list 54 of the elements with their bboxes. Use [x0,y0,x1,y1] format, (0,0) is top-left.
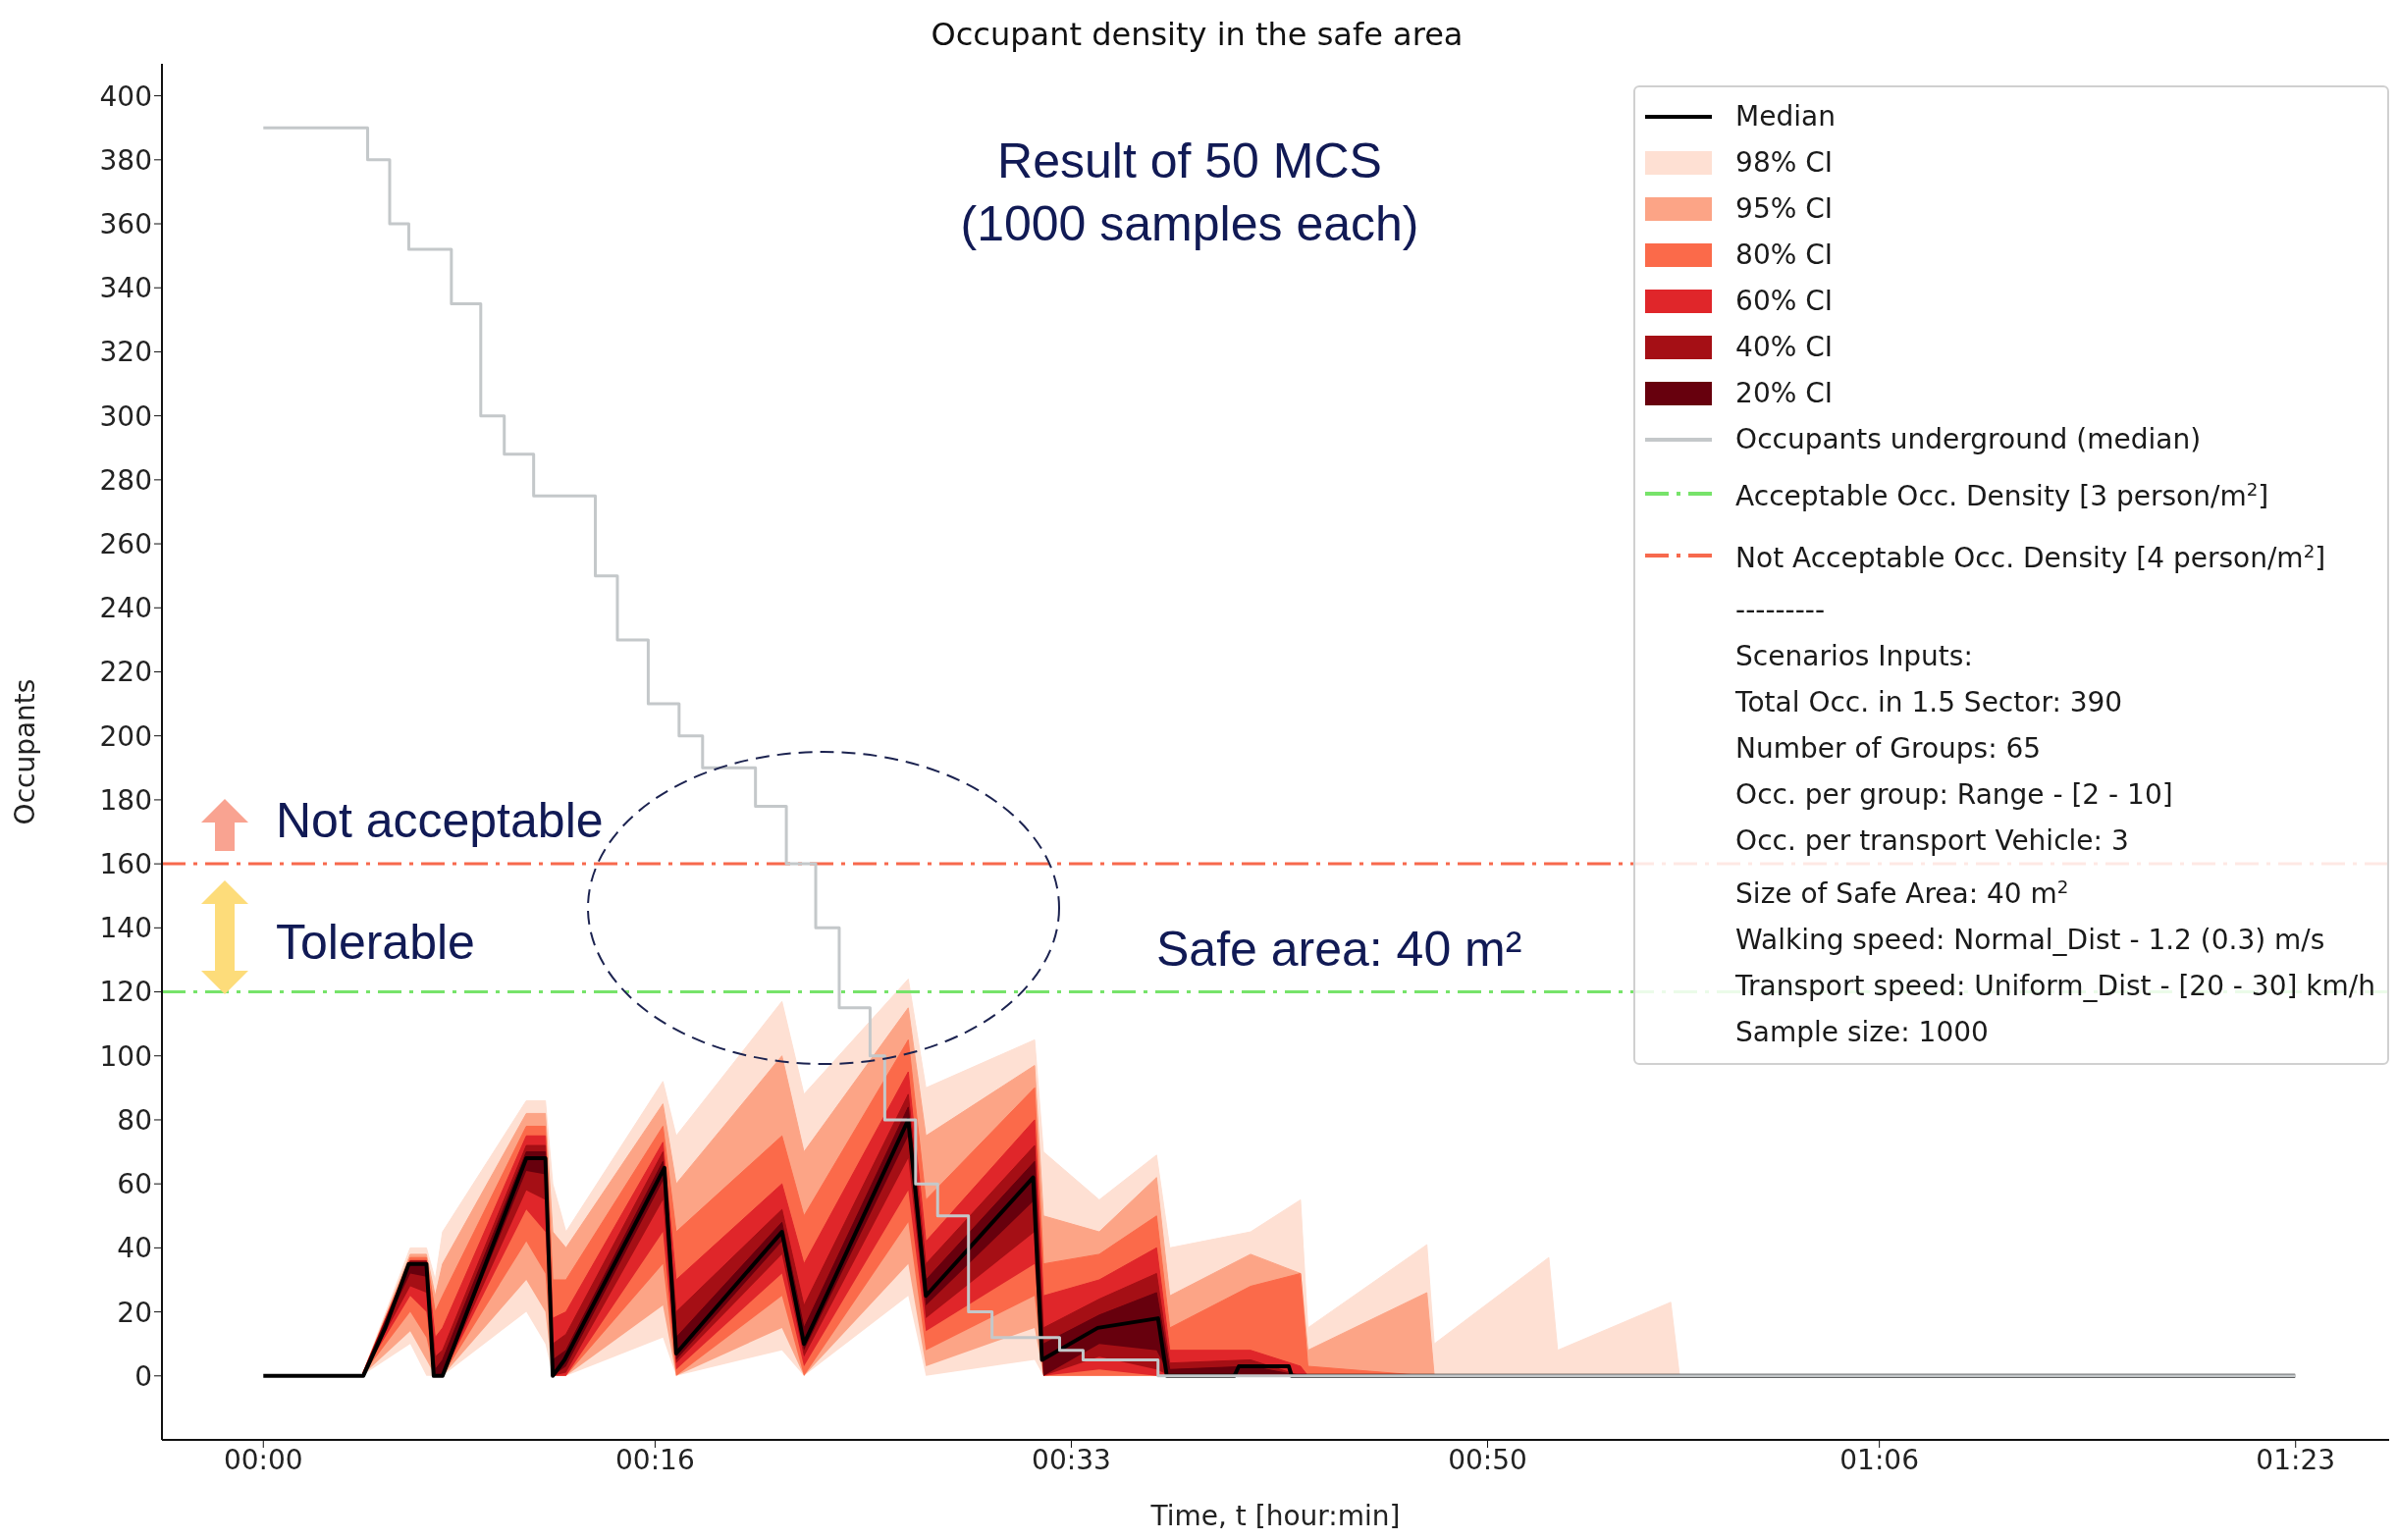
y-tick-label: 40 [117,1232,152,1265]
y-tick-label: 140 [99,912,152,945]
x-tick-label: 01:06 [1839,1443,1919,1476]
x-tick-label: 00:50 [1448,1443,1527,1476]
y-tick-label: 80 [117,1103,152,1137]
y-tick-label: 20 [117,1296,152,1329]
annotation: Size of Safe Area: 40 m$^{2}$ [1735,876,2069,910]
legend-label: 40% CI [1735,331,1834,363]
y-tick-label: 240 [99,592,152,625]
y-tick-label: 360 [99,207,152,240]
y-tick-label: 280 [99,463,152,497]
x-tick-label: 00:33 [1032,1443,1111,1476]
legend-label: Not Acceptable Occ. Density [4 person/m$^{2}$] [1735,541,2326,575]
y-tick-label: 200 [99,719,152,753]
y-axis-title: Occupants [8,678,41,825]
annotation: Safe area: 40 m² [1156,922,1522,977]
annotation: Number of Groups: 65 [1735,731,2042,765]
legend-label: 60% CI [1735,285,1834,317]
y-tick-label: 260 [99,528,152,561]
annotation: Not acceptable [276,793,604,848]
annotation: Total Occ. in 1.5 Sector: 390 [1735,685,2123,718]
legend-label: Acceptable Occ. Density [3 person/m$^{2}$] [1735,479,2269,513]
legend-label: Occupants underground (median) [1735,423,2202,455]
y-tick-label: 220 [99,656,152,689]
x-tick-label: 00:16 [615,1443,695,1476]
annotation: Sample size: 1000 [1735,1015,1989,1048]
legend-label: Median [1735,100,1836,133]
y-tick-label: 400 [99,80,152,113]
y-tick-label: 60 [117,1168,152,1201]
legend-label: 20% CI [1735,377,1834,409]
annotation: Occ. per transport Vehicle: 3 [1735,823,2129,857]
x-tick-label: 01:23 [2256,1443,2336,1476]
y-tick-label: 340 [99,272,152,305]
annotation: Walking speed: Normal_Dist - 1.2 (0.3) m/s [1735,923,2325,956]
y-tick-label: 120 [99,976,152,1009]
y-tick-label: 320 [99,336,152,369]
annotation: Transport speed: Uniform_Dist - [20 - 30] km/h [1735,969,2375,1002]
legend-label: 80% CI [1735,239,1834,271]
y-tick-label: 160 [99,848,152,881]
x-tick-label: 00:00 [223,1443,303,1476]
y-tick-label: 100 [99,1039,152,1073]
y-tick-label: 0 [134,1359,152,1393]
annotation: --------- [1735,593,1826,626]
legend-label: 98% CI [1735,146,1834,179]
legend-label: 95% CI [1735,192,1834,225]
annotation: Occ. per group: Range - [2 - 10] [1735,777,2173,811]
annotation: Tolerable [276,915,475,970]
chart-title: Occupant density in the safe area [931,16,1464,53]
annotation: Result of 50 MCS (1000 samples each) [960,133,1419,251]
y-tick-label: 180 [99,783,152,817]
annotation: Scenarios Inputs: [1735,639,1973,672]
y-tick-label: 300 [99,399,152,433]
y-tick-label: 380 [99,143,152,177]
x-axis-title: Time, t [hour:min] [1149,1500,1401,1532]
